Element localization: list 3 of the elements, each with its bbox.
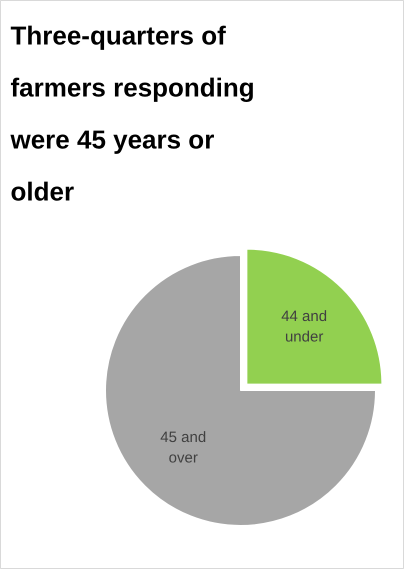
slice-label: 44 and under [281, 308, 328, 346]
chart-title: Three-quarters of farmers responding were 45 years or older [10, 20, 255, 206]
slice-label: 45 and over [160, 429, 206, 466]
